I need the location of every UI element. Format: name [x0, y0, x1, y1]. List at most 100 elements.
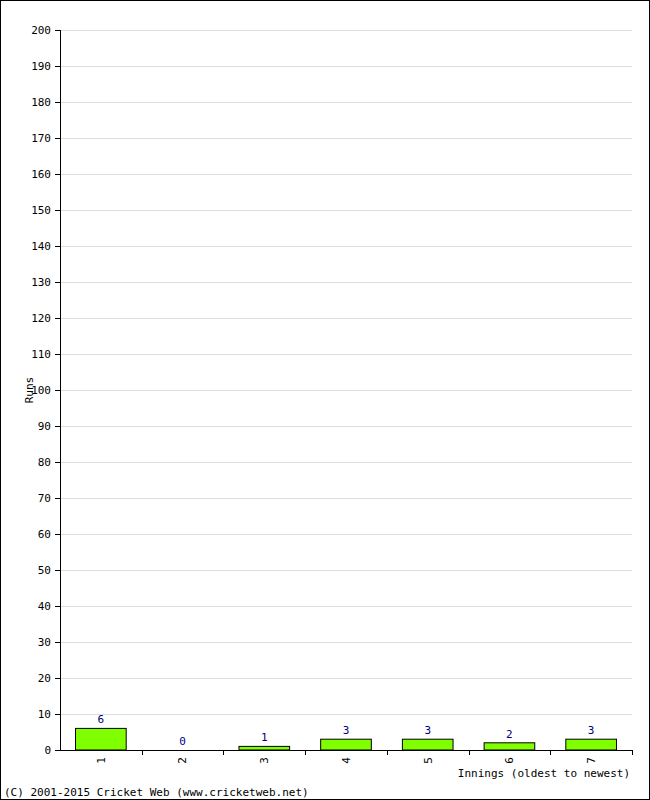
- y-tick: 40: [38, 600, 60, 613]
- y-tick-mark: [55, 318, 60, 319]
- y-tick-label: 80: [38, 456, 51, 469]
- grid-line: [60, 282, 632, 283]
- y-tick-mark: [55, 678, 60, 679]
- y-tick-label: 90: [38, 420, 51, 433]
- grid-line: [60, 174, 632, 175]
- grid-line: [60, 642, 632, 643]
- y-tick-label: 150: [31, 204, 51, 217]
- y-tick-mark: [55, 426, 60, 427]
- y-tick-mark: [55, 246, 60, 247]
- grid-line: [60, 318, 632, 319]
- y-tick: 90: [38, 420, 60, 433]
- y-tick-mark: [55, 714, 60, 715]
- grid-line: [60, 462, 632, 463]
- category-divider: [550, 750, 551, 755]
- bar: [484, 743, 535, 750]
- y-tick-label: 60: [38, 528, 51, 541]
- data-label: 3: [424, 724, 431, 737]
- y-tick-label: 120: [31, 312, 51, 325]
- y-tick-label: 50: [38, 564, 51, 577]
- x-tick-label: 6: [503, 757, 516, 764]
- x-tick-label: 4: [340, 757, 353, 764]
- chart: 0102030405060708090100110120130140150160…: [0, 0, 650, 800]
- y-tick-label: 110: [31, 348, 51, 361]
- data-label: 6: [98, 713, 105, 726]
- grid-line: [60, 102, 632, 103]
- y-tick: 0: [44, 744, 60, 757]
- x-tick-label: 2: [176, 757, 189, 764]
- category-divider: [223, 750, 224, 755]
- y-tick-mark: [55, 606, 60, 607]
- x-tick: 2: [176, 757, 189, 764]
- category-divider: [142, 750, 143, 755]
- y-tick-mark: [55, 750, 60, 751]
- y-tick: 70: [38, 492, 60, 505]
- grid-line: [60, 66, 632, 67]
- category-divider: [305, 750, 306, 755]
- grid-line: [60, 678, 632, 679]
- y-tick: 130: [31, 276, 60, 289]
- y-tick-mark: [55, 102, 60, 103]
- y-tick: 190: [31, 60, 60, 73]
- y-tick-mark: [55, 498, 60, 499]
- plot: 0102030405060708090100110120130140150160…: [31, 24, 632, 764]
- x-tick-label: 5: [422, 757, 435, 764]
- x-tick: 1: [95, 757, 108, 764]
- data-label: 3: [343, 724, 350, 737]
- x-tick: 3: [258, 757, 271, 764]
- bar: [566, 739, 617, 750]
- x-tick-label: 3: [258, 757, 271, 764]
- y-tick: 20: [38, 672, 60, 685]
- grid-line: [60, 426, 632, 427]
- x-tick: 4: [340, 757, 353, 764]
- grid-line: [60, 714, 632, 715]
- bar: [321, 739, 372, 750]
- grid-line: [60, 390, 632, 391]
- grid-line: [60, 570, 632, 571]
- y-tick-mark: [55, 66, 60, 67]
- x-tick-label: 1: [95, 757, 108, 764]
- x-tick-label: 7: [585, 757, 598, 764]
- grid-line: [60, 30, 632, 31]
- grid-line: [60, 246, 632, 247]
- data-label: 0: [179, 735, 186, 748]
- y-tick: 120: [31, 312, 60, 325]
- y-tick-mark: [55, 462, 60, 463]
- y-tick: 200: [31, 24, 60, 37]
- category-dividers: [143, 750, 633, 755]
- x-axis-title: Innings (oldest to newest): [458, 767, 630, 780]
- y-tick-mark: [55, 642, 60, 643]
- x-axis: 1 2 3 4 5 6 7: [61, 750, 633, 764]
- y-tick-label: 160: [31, 168, 51, 181]
- y-tick-label: 140: [31, 240, 51, 253]
- x-axis-line: [61, 750, 633, 751]
- grid-line: [60, 138, 632, 139]
- data-label: 3: [588, 724, 595, 737]
- y-tick-mark: [55, 570, 60, 571]
- category-divider: [469, 750, 470, 755]
- data-labels: 6 0 1 3 3 2 3: [98, 713, 595, 748]
- y-tick-mark: [55, 534, 60, 535]
- y-tick-mark: [55, 174, 60, 175]
- annotation: (C) 2001-2015 Cricket Web (www.cricketwe…: [4, 786, 309, 799]
- grid-line: [60, 606, 632, 607]
- y-tick: 50: [38, 564, 60, 577]
- data-label: 2: [506, 728, 513, 741]
- bar: [157, 750, 208, 751]
- grid-line: [60, 534, 632, 535]
- x-tick: 6: [503, 757, 516, 764]
- y-tick: 10: [38, 708, 60, 721]
- bar: [239, 746, 290, 750]
- y-tick: 160: [31, 168, 60, 181]
- y-tick-mark: [55, 390, 60, 391]
- y-axis-title: Runs: [23, 377, 36, 404]
- y-axis-line: [55, 31, 61, 751]
- y-tick-mark: [55, 138, 60, 139]
- category-divider: [387, 750, 388, 755]
- y-tick: 110: [31, 348, 60, 361]
- y-tick-mark: [55, 30, 60, 31]
- y-tick-label: 20: [38, 672, 51, 685]
- y-tick-mark: [55, 354, 60, 355]
- x-tick: 5: [422, 757, 435, 764]
- data-label: 1: [261, 731, 268, 744]
